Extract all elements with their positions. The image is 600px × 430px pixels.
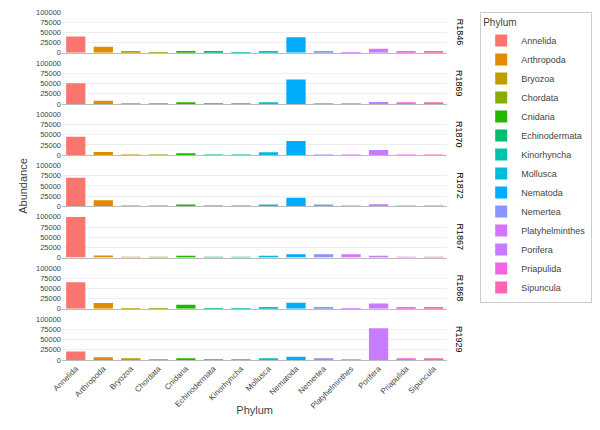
svg-text:Chordata: Chordata: [521, 93, 558, 103]
svg-text:100000: 100000: [36, 161, 61, 170]
svg-text:50000: 50000: [40, 79, 61, 88]
svg-text:Arthropoda: Arthropoda: [73, 364, 108, 399]
svg-text:75000: 75000: [40, 325, 61, 334]
svg-text:25000: 25000: [40, 38, 61, 47]
svg-text:50000: 50000: [40, 182, 61, 191]
svg-text:Porifera: Porifera: [357, 364, 384, 391]
svg-text:25000: 25000: [40, 243, 61, 252]
svg-text:Chordata: Chordata: [133, 364, 163, 394]
svg-text:Arthropoda: Arthropoda: [521, 55, 566, 65]
svg-text:Nematoda: Nematoda: [521, 188, 563, 198]
svg-text:Nemertea: Nemertea: [297, 364, 329, 396]
svg-text:R1872: R1872: [455, 172, 465, 199]
svg-text:25000: 25000: [40, 345, 61, 354]
svg-text:25000: 25000: [40, 192, 61, 201]
svg-text:25000: 25000: [40, 141, 61, 150]
svg-text:100000: 100000: [36, 8, 61, 17]
svg-text:Echinodermata: Echinodermata: [173, 364, 218, 409]
svg-text:0: 0: [57, 48, 61, 57]
svg-text:Platyhelminthes: Platyhelminthes: [521, 226, 585, 236]
svg-text:Mollusca: Mollusca: [521, 169, 557, 179]
svg-text:Annelida: Annelida: [52, 364, 81, 393]
svg-text:50000: 50000: [40, 28, 61, 37]
svg-text:75000: 75000: [40, 274, 61, 283]
svg-text:Phylum: Phylum: [236, 404, 273, 416]
svg-text:R1867: R1867: [455, 224, 465, 251]
svg-text:Nemertea: Nemertea: [521, 207, 561, 217]
svg-text:75000: 75000: [40, 223, 61, 232]
svg-text:Sipuncula: Sipuncula: [521, 283, 561, 293]
svg-text:Nematoda: Nematoda: [268, 364, 301, 397]
svg-text:Mollusca: Mollusca: [244, 364, 273, 393]
svg-text:Platyhelminthes: Platyhelminthes: [309, 364, 355, 410]
svg-text:Bryozoa: Bryozoa: [521, 74, 554, 84]
svg-text:50000: 50000: [40, 130, 61, 139]
svg-text:Kinorhyncha: Kinorhyncha: [207, 364, 245, 402]
svg-text:50000: 50000: [40, 233, 61, 242]
svg-text:100000: 100000: [36, 110, 61, 119]
svg-text:25000: 25000: [40, 89, 61, 98]
svg-text:75000: 75000: [40, 120, 61, 129]
svg-text:Sipuncula: Sipuncula: [407, 364, 439, 396]
svg-text:Echinodermata: Echinodermata: [521, 131, 582, 141]
svg-text:75000: 75000: [40, 18, 61, 27]
svg-text:0: 0: [57, 202, 61, 211]
svg-text:25000: 25000: [40, 294, 61, 303]
svg-text:Annelida: Annelida: [521, 36, 556, 46]
svg-text:Abundance: Abundance: [17, 158, 29, 214]
svg-text:50000: 50000: [40, 284, 61, 293]
svg-text:R1846: R1846: [455, 19, 465, 46]
svg-text:Cnidaria: Cnidaria: [521, 112, 555, 122]
svg-text:100000: 100000: [36, 315, 61, 324]
svg-text:100000: 100000: [36, 212, 61, 221]
svg-text:Phylum: Phylum: [483, 17, 516, 28]
svg-text:Bryozoa: Bryozoa: [108, 364, 136, 392]
svg-text:75000: 75000: [40, 69, 61, 78]
svg-text:Porifera: Porifera: [521, 245, 553, 255]
svg-text:Priapulida: Priapulida: [521, 264, 561, 274]
svg-text:0: 0: [57, 304, 61, 313]
svg-text:Priapulida: Priapulida: [379, 364, 411, 396]
svg-text:R1868: R1868: [455, 275, 465, 302]
svg-text:0: 0: [57, 356, 61, 365]
svg-text:0: 0: [57, 151, 61, 160]
svg-text:R1869: R1869: [454, 70, 464, 97]
svg-text:0: 0: [57, 253, 61, 262]
svg-text:0: 0: [57, 100, 61, 109]
svg-text:100000: 100000: [36, 59, 61, 68]
svg-text:R1870: R1870: [454, 121, 464, 148]
svg-text:Kinorhyncha: Kinorhyncha: [521, 150, 571, 160]
svg-text:R1929: R1929: [454, 326, 464, 353]
svg-text:100000: 100000: [36, 264, 61, 273]
svg-text:Cnidaria: Cnidaria: [163, 364, 191, 392]
svg-text:75000: 75000: [40, 171, 61, 180]
svg-text:50000: 50000: [40, 335, 61, 344]
